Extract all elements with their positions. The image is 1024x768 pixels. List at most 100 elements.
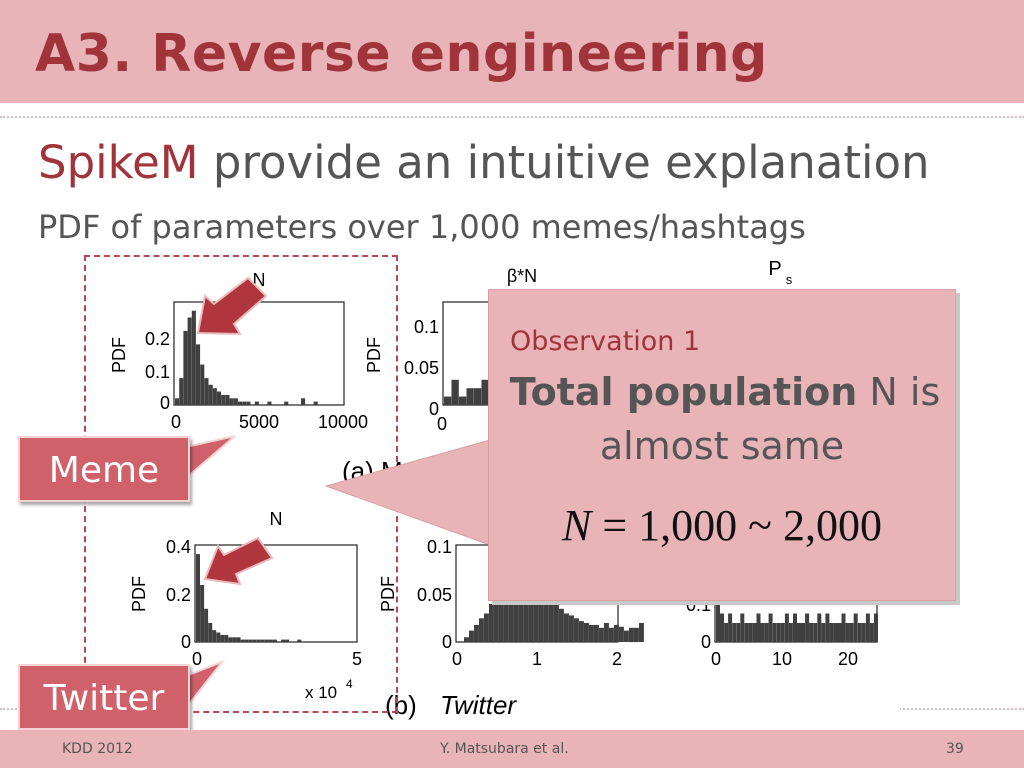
histogram-bar bbox=[444, 396, 452, 405]
histogram-bar bbox=[208, 623, 213, 642]
histogram-bar bbox=[861, 623, 866, 642]
histogram-bar bbox=[504, 575, 509, 642]
histogram-bar bbox=[268, 639, 273, 642]
histogram-bar bbox=[267, 401, 272, 405]
xtick: 2 bbox=[612, 649, 622, 669]
ytick: 0 bbox=[701, 632, 711, 652]
histogram-bar bbox=[474, 624, 479, 642]
histogram-bar bbox=[187, 317, 192, 405]
histogram-bar bbox=[764, 623, 769, 642]
callout-line1: Total population N is bbox=[505, 370, 945, 414]
callout-line1-bold: Total population bbox=[509, 370, 858, 414]
caption-b-name: Twitter bbox=[440, 690, 517, 720]
histogram-bar bbox=[242, 401, 247, 405]
ytick: 0.1 bbox=[145, 362, 170, 382]
callout-line2: almost same bbox=[599, 424, 845, 468]
histogram-bar bbox=[264, 639, 269, 642]
histogram-bar bbox=[740, 613, 745, 642]
histogram-bar bbox=[584, 623, 589, 642]
histogram-bar bbox=[208, 384, 213, 405]
histogram-bar bbox=[609, 627, 614, 643]
histogram-bar bbox=[212, 388, 217, 405]
callout-equation: N = 1,000 ~ 2,000 bbox=[488, 500, 956, 551]
histogram-bar bbox=[760, 623, 765, 642]
histogram-bar bbox=[768, 613, 773, 642]
plot-twitter-n-title: N bbox=[270, 509, 283, 529]
histogram-bar bbox=[534, 575, 539, 642]
histogram-bar bbox=[297, 639, 302, 642]
plot-meme-bn-ylabel: PDF bbox=[364, 337, 384, 373]
title-divider bbox=[0, 116, 1024, 118]
histogram-bar bbox=[464, 637, 469, 643]
histogram-bar bbox=[244, 639, 249, 642]
xtick: 5 bbox=[352, 649, 362, 669]
histogram-bar bbox=[853, 613, 858, 642]
histogram-bar bbox=[229, 398, 234, 405]
ytick: 0.4 bbox=[166, 537, 191, 557]
histogram-bar bbox=[479, 618, 484, 643]
callout-box bbox=[488, 289, 956, 601]
histogram-bar bbox=[200, 364, 205, 405]
equation-variable: N bbox=[562, 501, 592, 550]
ytick: 0.2 bbox=[166, 585, 191, 605]
histogram-bar bbox=[179, 378, 184, 405]
histogram-bar bbox=[857, 623, 862, 642]
ytick: 0 bbox=[160, 393, 170, 413]
histogram-bar bbox=[752, 623, 757, 642]
plot-twitter-n-ylabel: PDF bbox=[129, 576, 149, 612]
histogram-bar bbox=[220, 634, 225, 642]
histogram-bar bbox=[716, 594, 720, 642]
histogram-bar bbox=[801, 623, 805, 642]
histogram-bar bbox=[238, 401, 243, 405]
plot-twitter-n-bars bbox=[196, 554, 302, 643]
histogram-bar bbox=[216, 632, 221, 642]
plot-meme-n-ylabel: PDF bbox=[109, 337, 129, 373]
histogram-bar bbox=[797, 623, 801, 642]
histogram-bar bbox=[225, 394, 230, 405]
histogram-bar bbox=[233, 398, 238, 405]
histogram-bar bbox=[232, 637, 237, 643]
histogram-bar bbox=[196, 344, 201, 405]
histogram-bar bbox=[484, 613, 489, 642]
histogram-bar bbox=[451, 379, 459, 406]
histogram-bar bbox=[784, 613, 789, 642]
xtick: 10 bbox=[772, 649, 792, 669]
histogram-bar bbox=[869, 623, 874, 642]
histogram-bar bbox=[772, 623, 777, 642]
plot-meme-ps-title: P bbox=[768, 258, 781, 280]
histogram-bar bbox=[744, 623, 749, 642]
histogram-bar bbox=[845, 623, 850, 642]
histogram-bar bbox=[221, 394, 226, 405]
ytick: 0.05 bbox=[404, 358, 439, 378]
histogram-bar bbox=[841, 613, 846, 642]
xtick: 1 bbox=[532, 649, 542, 669]
histogram-bar bbox=[619, 626, 624, 642]
arrow-meme bbox=[196, 276, 268, 336]
plot-twitter-ps-bars bbox=[716, 594, 878, 642]
footer-page-number: 39 bbox=[946, 741, 964, 757]
arrow-twitter bbox=[203, 536, 274, 586]
histogram-bar bbox=[469, 630, 474, 642]
histogram-bar bbox=[281, 639, 286, 642]
histogram-bar bbox=[183, 330, 188, 405]
histogram-bar bbox=[594, 624, 599, 642]
plot-twitter-n: N 0 0.2 0.4 PDF 0 5 x 10 4 bbox=[129, 509, 362, 702]
histogram-bar bbox=[204, 378, 209, 405]
histogram-bar bbox=[780, 623, 785, 642]
histogram-bar bbox=[196, 554, 200, 642]
headline-text: provide an intuitive explanation bbox=[198, 136, 930, 189]
slide-title: A3. Reverse engineering bbox=[35, 24, 768, 84]
plot-meme-bn: β*N 0 0.05 0.1 PDF 0 bbox=[364, 266, 537, 434]
histogram-bar bbox=[246, 401, 251, 405]
histogram-bar bbox=[793, 613, 797, 642]
tag-twitter: Twitter bbox=[18, 664, 190, 730]
histogram-bar bbox=[865, 613, 870, 642]
footer-bar bbox=[0, 730, 1024, 768]
headline: SpikeM provide an intuitive explanation bbox=[38, 136, 930, 189]
ytick: 0.2 bbox=[145, 329, 170, 349]
histogram-bar bbox=[191, 310, 196, 405]
histogram-bar bbox=[240, 639, 245, 642]
histogram-bar bbox=[459, 396, 467, 405]
histogram-bar bbox=[805, 613, 810, 642]
